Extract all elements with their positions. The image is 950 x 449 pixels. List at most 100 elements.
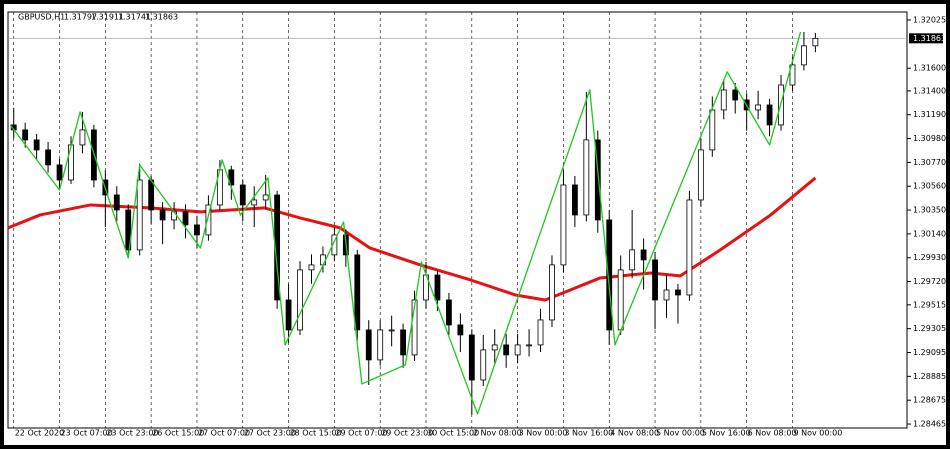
candle-body bbox=[755, 104, 762, 111]
candle-body bbox=[732, 89, 739, 101]
candle-body bbox=[297, 269, 303, 331]
candle-body bbox=[331, 234, 338, 256]
candle-body bbox=[159, 209, 166, 221]
y-tick-label: 1.29305 bbox=[913, 324, 946, 333]
zigzag bbox=[9, 31, 802, 415]
candle-body bbox=[697, 149, 704, 201]
candle-body bbox=[411, 299, 418, 356]
ohlc-value: 1.31911 bbox=[91, 13, 124, 22]
candle-body bbox=[400, 329, 407, 356]
x-tick-label: 29 Oct 07:00 bbox=[335, 429, 387, 438]
x-tick-label: 4 Nov 08:00 bbox=[610, 429, 659, 438]
candle-body bbox=[686, 199, 693, 296]
price-tag-label: 1.31863 bbox=[913, 34, 946, 43]
y-tick-label: 1.29515 bbox=[913, 300, 946, 309]
price-tag bbox=[909, 33, 943, 44]
candle-body bbox=[789, 64, 796, 86]
y-tick-label: 1.30350 bbox=[913, 206, 946, 215]
candle-body bbox=[526, 344, 532, 347]
candle-body bbox=[56, 164, 63, 181]
candle-body bbox=[148, 179, 155, 211]
y-tick-label: 1.30770 bbox=[913, 158, 946, 167]
y-tick-label: 1.30980 bbox=[913, 134, 946, 143]
candle-body bbox=[182, 211, 189, 226]
y-tick-label: 1.28675 bbox=[913, 396, 946, 405]
candle-body bbox=[239, 184, 246, 206]
candle-body bbox=[549, 264, 555, 321]
y-tick-label: 1.29720 bbox=[913, 277, 946, 286]
plot-frame bbox=[7, 11, 908, 429]
x-tick-label: 3 Nov 16:00 bbox=[564, 429, 613, 438]
candle-body bbox=[640, 249, 647, 261]
y-tick-label: 1.32025 bbox=[913, 15, 946, 24]
y-tick-label: 1.31190 bbox=[913, 110, 946, 119]
x-tick-label: 22 Oct 2020 bbox=[15, 429, 64, 438]
candle-body bbox=[514, 344, 521, 356]
candle-body bbox=[205, 204, 212, 236]
y-tick-label: 1.29930 bbox=[913, 253, 946, 262]
x-tick-label: 9 Nov 00:00 bbox=[793, 429, 842, 438]
candle-body bbox=[308, 264, 315, 271]
x-tick-label: 6 Nov 08:00 bbox=[748, 429, 797, 438]
y-tick-label: 1.30560 bbox=[913, 182, 946, 191]
ohlc-value: 1.31741 bbox=[118, 13, 151, 22]
ohlc-value: 1.31863 bbox=[145, 13, 178, 22]
x-tick-label: 28 Oct 15:00 bbox=[290, 429, 342, 438]
candle-body bbox=[194, 224, 200, 236]
candle-body bbox=[285, 299, 292, 331]
candle-body bbox=[125, 209, 132, 251]
candle-body bbox=[652, 259, 658, 301]
x-tick-label: 5 Nov 16:00 bbox=[702, 429, 751, 438]
x-tick-label: 29 Oct 23:00 bbox=[381, 429, 433, 438]
candle-body bbox=[594, 139, 601, 221]
x-tick-label: 3 Nov 00:00 bbox=[519, 429, 568, 438]
x-tick-label: 5 Nov 00:00 bbox=[656, 429, 705, 438]
candle-body bbox=[446, 299, 452, 326]
candle-body bbox=[491, 344, 498, 351]
candle-body bbox=[79, 129, 86, 146]
candle-body bbox=[560, 184, 567, 266]
candle-body bbox=[434, 274, 441, 301]
candle-body bbox=[68, 144, 74, 181]
chart-title: GBPUSD,H1 bbox=[18, 13, 65, 22]
candle-body bbox=[571, 184, 578, 216]
candle-body bbox=[480, 349, 487, 381]
chart-background bbox=[4, 4, 946, 445]
candle-body bbox=[228, 169, 235, 186]
moving-average bbox=[7, 176, 817, 302]
candle-body bbox=[136, 179, 143, 251]
y-tick-label: 1.28885 bbox=[913, 372, 946, 381]
x-tick-label: 27 Oct 23:00 bbox=[244, 429, 296, 438]
candle-body bbox=[629, 249, 636, 271]
candle-body bbox=[22, 129, 29, 141]
y-tick-label: 1.30140 bbox=[913, 229, 946, 238]
candle-body bbox=[457, 324, 464, 336]
y-tick-label: 1.28465 bbox=[913, 420, 946, 429]
x-tick-label: 2 Nov 08:00 bbox=[473, 429, 522, 438]
candle-body bbox=[583, 139, 590, 216]
candle-body bbox=[801, 45, 807, 66]
candle-body bbox=[365, 329, 372, 361]
x-tick-label: 27 Oct 07:00 bbox=[198, 429, 250, 438]
candle-body bbox=[606, 219, 613, 331]
candle-body bbox=[377, 329, 384, 361]
candle-body bbox=[113, 194, 120, 211]
y-tick-label: 1.31600 bbox=[913, 64, 946, 73]
candle-body bbox=[468, 334, 475, 381]
x-tick-label: 23 Oct 07:00 bbox=[61, 429, 113, 438]
candle-body bbox=[709, 109, 716, 151]
candle-body bbox=[812, 37, 819, 47]
candle-body bbox=[251, 199, 258, 206]
candle-body bbox=[503, 344, 510, 356]
x-tick-label: 26 Oct 15:00 bbox=[152, 429, 204, 438]
x-tick-label: 23 Oct 23:00 bbox=[106, 429, 158, 438]
candle-body bbox=[617, 269, 624, 331]
candle-body bbox=[33, 139, 40, 151]
candle-body bbox=[45, 149, 51, 166]
candle-body bbox=[262, 194, 269, 201]
y-tick-label: 1.31400 bbox=[913, 86, 946, 95]
candle-body bbox=[354, 254, 361, 331]
x-tick-label: 30 Oct 15:00 bbox=[427, 429, 479, 438]
